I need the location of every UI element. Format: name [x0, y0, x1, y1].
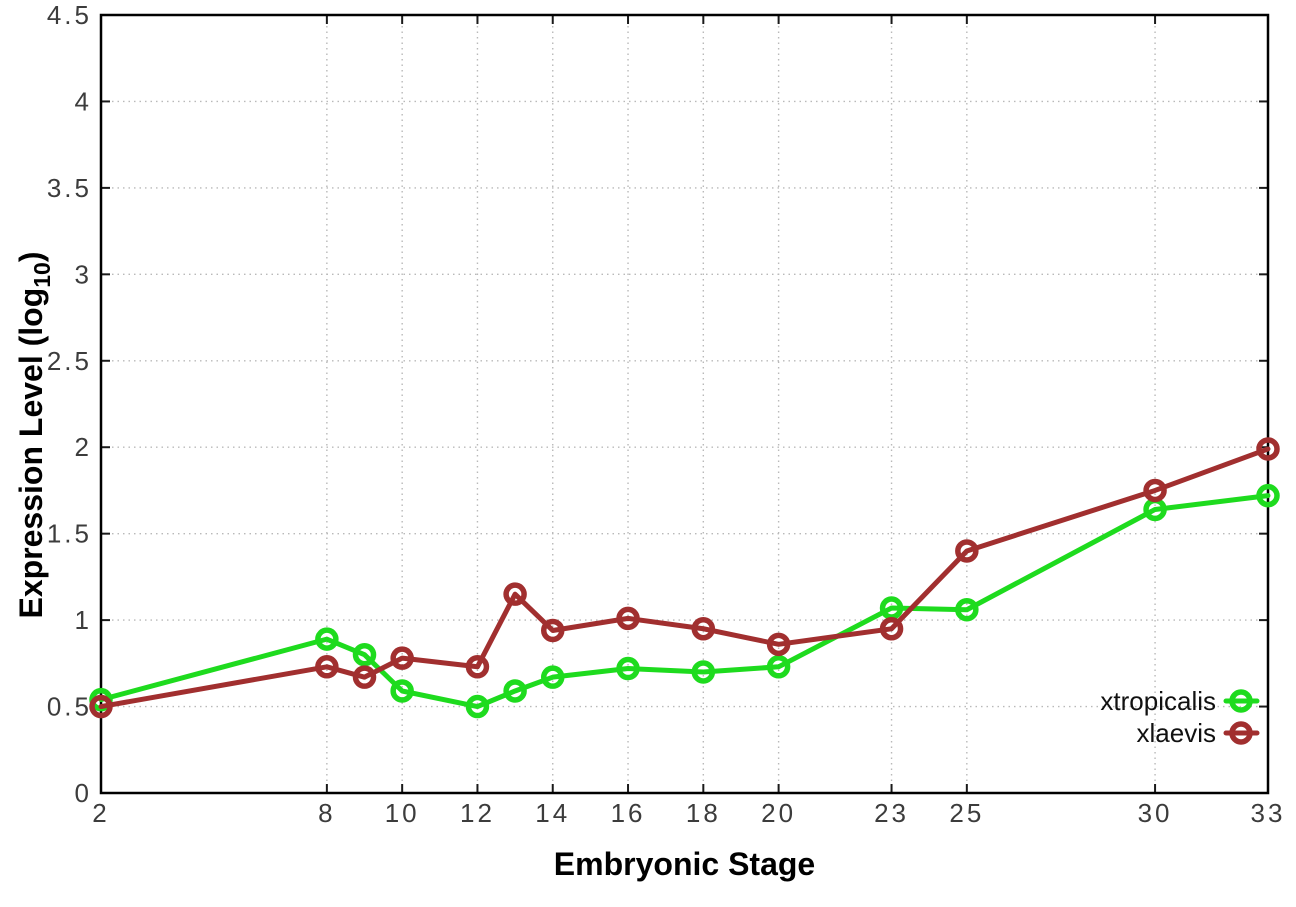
data-point-xtropicalis: [540, 665, 565, 689]
data-point-xlaevis: [352, 665, 377, 689]
data-point-xlaevis: [390, 646, 414, 670]
data-point-xlaevis: [465, 655, 490, 679]
data-point-xtropicalis: [352, 642, 377, 667]
y-tick-label: 2.5: [47, 346, 92, 376]
y-tick-label: 1: [75, 605, 92, 635]
data-point-xtropicalis: [955, 597, 979, 622]
plot-border: [99, 13, 1270, 795]
x-tick-label: 23: [874, 798, 909, 828]
data-point-xlaevis: [315, 655, 339, 679]
legend-marker-xlaevis: [1229, 721, 1253, 745]
data-point-xlaevis: [1143, 478, 1167, 503]
x-tick-label: 18: [686, 798, 721, 828]
data-point-xtropicalis: [315, 627, 339, 651]
x-tick-label: 14: [535, 798, 570, 828]
data-point-xlaevis: [766, 632, 791, 657]
series-line-xlaevis: [98, 446, 1271, 710]
data-point-xlaevis: [955, 539, 979, 563]
y-tick-label: 3: [75, 259, 92, 289]
data-point-xtropicalis: [766, 655, 791, 679]
x-tick-label: 12: [460, 798, 495, 828]
legend-marker-xtropicalis: [1229, 689, 1253, 713]
y-tick-label: 4: [75, 86, 92, 116]
data-point-xlaevis: [89, 694, 113, 719]
x-tick-label: 33: [1251, 798, 1286, 828]
data-point-xtropicalis: [503, 679, 527, 703]
data-point-xtropicalis: [691, 660, 716, 684]
data-point-xtropicalis: [1256, 483, 1280, 508]
y-tick-label: 1.5: [47, 519, 92, 549]
x-axis-label: Embryonic Stage: [554, 846, 815, 882]
data-point-xlaevis: [1256, 437, 1280, 461]
y-tick-label: 4.5: [47, 0, 92, 30]
data-point-xlaevis: [879, 617, 904, 641]
x-tick-label: 16: [611, 798, 646, 828]
x-tick-label: 25: [949, 798, 984, 828]
x-tick-label: 30: [1138, 798, 1173, 828]
x-tick-label: 10: [385, 798, 420, 828]
data-point-xtropicalis: [616, 656, 640, 681]
y-tick-label: 2: [75, 432, 92, 462]
y-tick-label: 0.5: [47, 692, 92, 722]
y-tick-label: 0: [75, 778, 92, 808]
data-point-xtropicalis: [390, 679, 414, 703]
legend-label-xtropicalis: xtropicalis: [1100, 686, 1216, 716]
legend-label-xlaevis: xlaevis: [1137, 718, 1216, 748]
x-tick-label: 2: [92, 798, 109, 828]
data-point-xlaevis: [503, 582, 527, 606]
data-point-xtropicalis: [465, 694, 490, 719]
x-tick-label: 8: [318, 798, 335, 828]
y-tick-label: 3.5: [47, 173, 92, 203]
x-tick-label: 20: [761, 798, 796, 828]
data-point-xlaevis: [540, 618, 565, 643]
y-axis-label: Expression Level (log10): [13, 251, 55, 618]
data-point-xlaevis: [616, 606, 640, 631]
data-point-xlaevis: [691, 617, 716, 641]
